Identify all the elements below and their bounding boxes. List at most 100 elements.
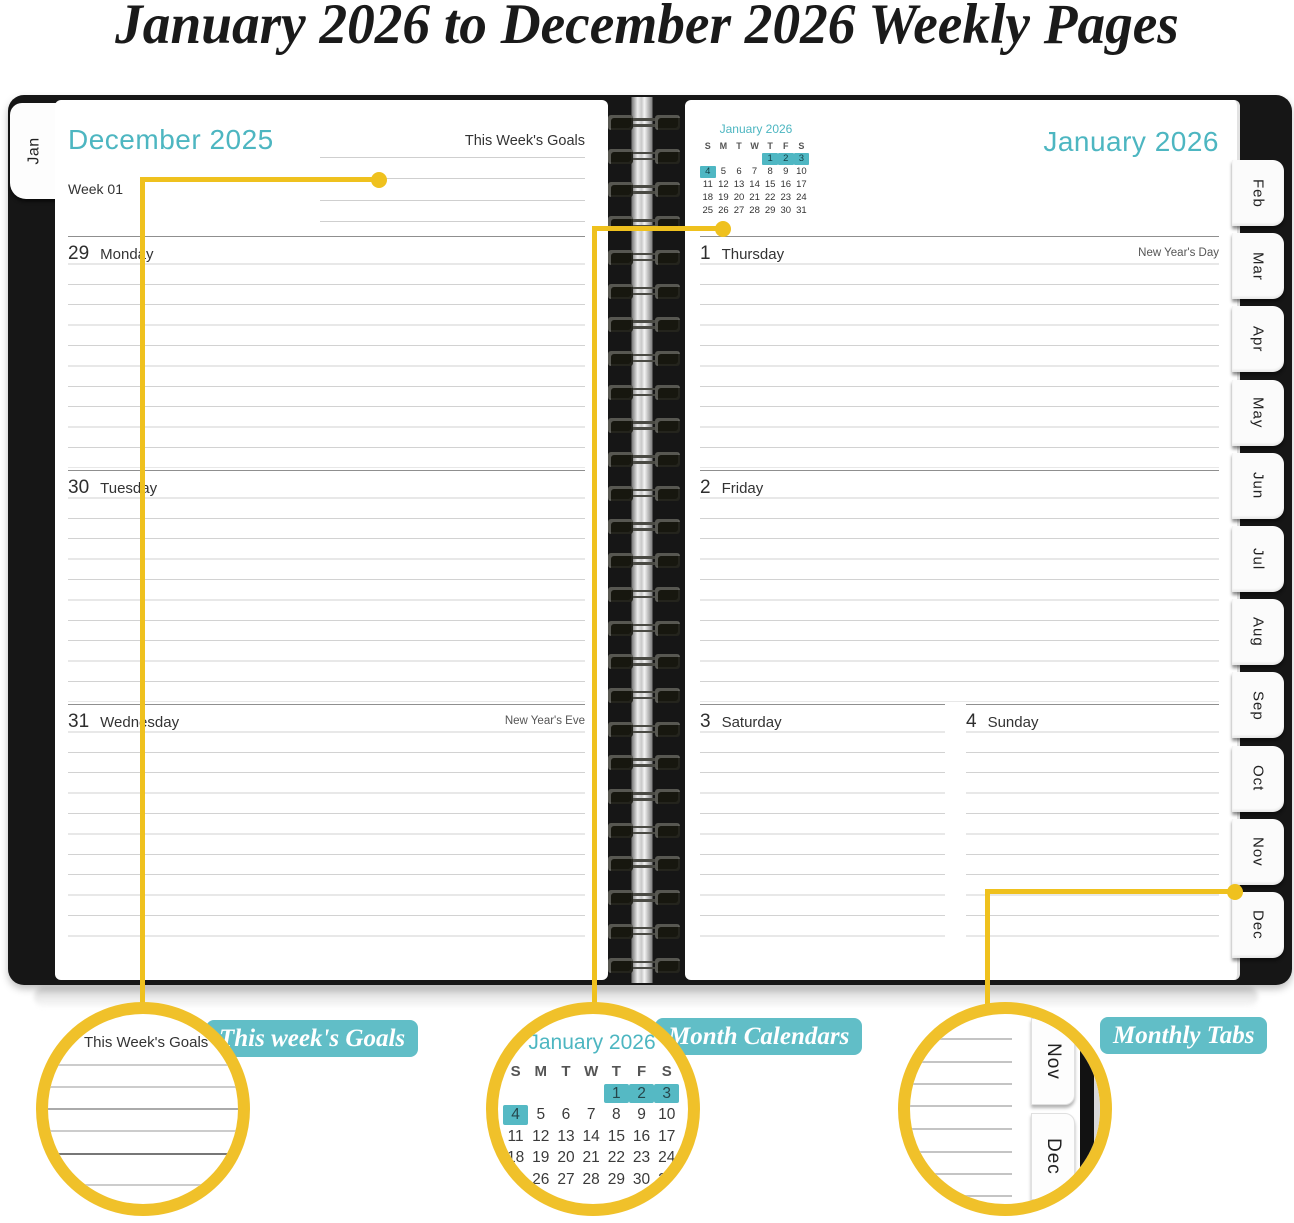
coil-clamp: [608, 418, 633, 434]
spiral-coil: [606, 586, 682, 603]
callout-line-goals-h: [140, 177, 380, 182]
coil-wire: [614, 562, 674, 565]
coil-wire: [614, 595, 674, 599]
coil-clamp: [608, 789, 633, 804]
calendar-day-25: 25: [702, 204, 714, 216]
coil-wire: [614, 798, 674, 801]
calendar-day-20: 20: [557, 1149, 575, 1167]
coil-clamp: [655, 856, 680, 872]
coil-wire: [614, 292, 674, 296]
calendar-day-8: 8: [767, 166, 773, 178]
coil-clamp: [608, 283, 633, 299]
coil-wire: [614, 758, 674, 761]
coil-clamp: [608, 317, 633, 333]
spiral-coil: [606, 249, 682, 266]
calendar-day-21: 21: [582, 1149, 600, 1167]
spiral-coil: [606, 687, 682, 704]
calendar-day-12: 12: [532, 1127, 550, 1145]
spiral-coil: [606, 789, 682, 805]
goals-zoom-line: [38, 1207, 248, 1209]
coil-clamp: [608, 654, 633, 670]
coil-clamp: [655, 452, 680, 467]
right-month-heading: January 2026: [1043, 126, 1219, 157]
coil-clamp: [608, 553, 633, 569]
goals-rule-line: [320, 200, 585, 201]
day-section-wednesday: 31Wednesday New Year's Eve: [68, 704, 585, 945]
coil-wire: [614, 696, 674, 700]
calendar-day-28: 28: [749, 204, 760, 216]
coil-wire: [614, 859, 674, 862]
coil-wire: [614, 623, 674, 627]
calendar-day-5: 5: [536, 1106, 546, 1124]
calendar-day-18: 18: [702, 191, 714, 203]
calendar-day-2: 2: [777, 152, 794, 166]
calendar-weekday-header: F: [636, 1063, 647, 1081]
calendar-day-19: 19: [532, 1149, 550, 1167]
day-section-sunday: 4Sunday: [966, 704, 1219, 945]
month-tab-label: Feb: [1249, 178, 1267, 208]
goals-zoom-title: This Week's Goals: [84, 1034, 209, 1051]
goals-zoom-line: [48, 1108, 238, 1110]
planner-shadow: [34, 987, 1258, 1007]
page-edge-strip: [1094, 1014, 1100, 1204]
calendar-day-24: 24: [796, 191, 807, 203]
coil-clamp: [608, 890, 633, 906]
coil-wire: [614, 320, 674, 323]
coil-clamp: [655, 890, 680, 906]
month-tab-oct: Oct: [1232, 745, 1284, 812]
calendar-weekday-header: W: [584, 1063, 599, 1081]
ruled-lines: [700, 712, 945, 943]
coil-wire: [614, 157, 674, 161]
calendar-weekday-header: S: [661, 1063, 672, 1081]
coil-clamp: [655, 721, 680, 737]
spiral-coil: [606, 957, 682, 974]
calendar-day-19: 19: [718, 191, 729, 203]
calendar-day-7: 7: [586, 1106, 596, 1124]
tabs-zoom-line: [910, 1105, 1012, 1107]
calendar-day-5: 5: [720, 166, 727, 178]
coil-wire: [614, 461, 674, 464]
calendar-day-26: 26: [718, 204, 729, 216]
coil-clamp: [608, 519, 633, 535]
month-tab-jan: Jan: [10, 103, 60, 199]
coil-clamp: [655, 384, 680, 400]
goals-zoom-line: [48, 1130, 238, 1132]
calendar-day-20: 20: [733, 191, 745, 203]
calendar-weekday-header: M: [719, 140, 728, 151]
calendar-day-27: 27: [733, 204, 745, 216]
coil-wire: [614, 730, 674, 734]
coil-wire: [614, 556, 674, 559]
coil-wire: [614, 359, 674, 363]
coil-wire: [614, 455, 674, 458]
tabs-zoom-tab-nov: Nov: [1031, 1018, 1075, 1105]
spiral-coil: [606, 721, 682, 738]
coil-clamp: [655, 418, 680, 434]
calendar-weekday-header: S: [704, 140, 711, 151]
spiral-coil: [606, 822, 682, 839]
coil-clamp: [608, 350, 633, 366]
month-tab-aug: Aug: [1232, 599, 1284, 666]
coil-clamp: [655, 654, 680, 670]
goals-rule-line: [320, 157, 585, 158]
coil-wire: [614, 764, 674, 767]
left-month-heading: December 2025: [68, 124, 274, 155]
week-number-label: Week 01: [68, 181, 123, 197]
coil-wire: [614, 286, 674, 290]
day-section-tuesday: 30Tuesday: [68, 470, 585, 704]
callout-dot-calendar: [715, 221, 731, 237]
calendar-day-28: 28: [582, 1171, 600, 1189]
weekend-row: 3Saturday 4Sunday: [700, 704, 1219, 945]
weekly-goals-label: This Week's Goals: [464, 133, 585, 149]
month-tab-label: Apr: [1249, 326, 1267, 353]
tabs-zoom-line: [910, 1151, 1012, 1153]
ruled-lines: [68, 244, 585, 468]
month-tab-apr: Apr: [1232, 306, 1284, 373]
calendar-weekday-header: F: [783, 140, 789, 151]
calendar-day-16: 16: [780, 179, 792, 191]
cover-edge-strip: [1080, 1014, 1094, 1204]
calendar-day-17: 17: [658, 1127, 676, 1145]
goals-zoom-line: [48, 1064, 238, 1066]
coil-wire: [614, 690, 674, 694]
calendar-day-22: 22: [607, 1149, 625, 1167]
